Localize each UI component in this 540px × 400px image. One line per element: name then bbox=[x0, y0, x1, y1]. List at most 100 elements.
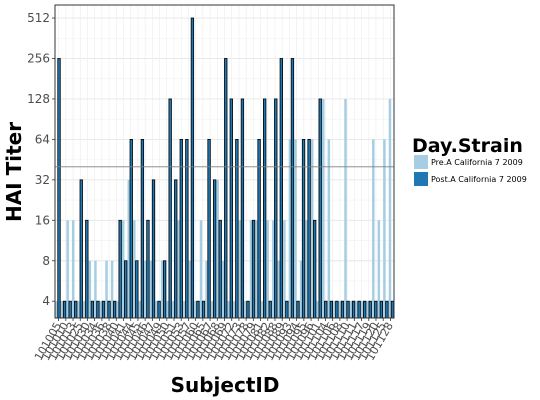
bar-post bbox=[268, 300, 272, 319]
bar-post bbox=[140, 138, 145, 319]
bar-post bbox=[168, 98, 172, 319]
y-axis-title: HAI Titer bbox=[2, 122, 26, 222]
bar-pre bbox=[316, 301, 319, 318]
bar-pre bbox=[327, 139, 331, 318]
bar-post bbox=[157, 300, 161, 319]
bar-post bbox=[135, 260, 139, 319]
bar-post bbox=[390, 300, 395, 319]
y-tick-label: 8 bbox=[42, 254, 50, 268]
bar-pre bbox=[288, 139, 292, 318]
bar-post bbox=[363, 300, 367, 319]
bar-post bbox=[296, 300, 300, 319]
bar-pre bbox=[171, 301, 175, 318]
bar-post bbox=[185, 138, 189, 319]
bar-pre bbox=[249, 220, 253, 318]
bar-pre bbox=[221, 260, 225, 318]
bar-pre bbox=[188, 260, 192, 318]
bar-post bbox=[240, 98, 245, 319]
bar-post bbox=[224, 58, 228, 319]
bar-post bbox=[251, 219, 256, 319]
bar-pre bbox=[294, 139, 297, 318]
bar-pre bbox=[388, 98, 392, 318]
bar-pre bbox=[66, 220, 69, 318]
bar-post bbox=[90, 300, 95, 319]
bar-post bbox=[307, 138, 311, 319]
bar-post bbox=[107, 300, 111, 319]
bar-pre bbox=[366, 301, 369, 318]
bar-pre bbox=[199, 220, 203, 318]
bar-pre bbox=[121, 220, 125, 318]
bar-post bbox=[68, 300, 72, 319]
bar-pre bbox=[77, 301, 81, 318]
bar-post bbox=[179, 138, 183, 319]
bar-post bbox=[290, 58, 295, 319]
bar-pre bbox=[238, 220, 242, 318]
bar-pre bbox=[99, 301, 103, 318]
bar-post bbox=[101, 300, 106, 319]
bar-post bbox=[318, 98, 322, 319]
bar-pre bbox=[88, 260, 92, 318]
bar-pre bbox=[255, 220, 258, 318]
y-tick-label: 256 bbox=[27, 51, 50, 65]
bar-post bbox=[274, 98, 278, 319]
bar-marks bbox=[55, 17, 395, 319]
bar-post bbox=[257, 138, 261, 319]
bar-post bbox=[374, 300, 378, 319]
bar-pre bbox=[205, 260, 208, 318]
bar-pre bbox=[183, 301, 186, 318]
bar-post bbox=[279, 58, 283, 319]
bar-pre bbox=[149, 260, 153, 318]
bar-post bbox=[246, 300, 250, 319]
bar-pre bbox=[377, 220, 381, 318]
bar-post bbox=[229, 98, 233, 319]
bar-pre bbox=[94, 260, 97, 318]
bar-post bbox=[351, 300, 356, 319]
bar-pre bbox=[383, 139, 386, 318]
bar-pre bbox=[110, 260, 114, 318]
bar-post bbox=[207, 138, 211, 319]
bar-post bbox=[301, 138, 306, 319]
x-axis-title: SubjectID bbox=[171, 373, 280, 397]
bar-post bbox=[212, 179, 217, 319]
bar-post bbox=[313, 219, 317, 319]
bar-post bbox=[151, 179, 156, 319]
bar-pre bbox=[116, 301, 119, 318]
bar-pre bbox=[194, 301, 197, 318]
bar-pre bbox=[344, 98, 347, 318]
bar-pre bbox=[55, 301, 58, 318]
legend-swatch bbox=[414, 155, 428, 169]
legend: Day.Strain Pre.A California 7 2009 Post.A… bbox=[412, 135, 527, 186]
bar-post bbox=[118, 219, 122, 319]
bar-pre bbox=[338, 301, 342, 318]
bar-pre bbox=[144, 260, 147, 318]
y-axis-ticks: 4 8 16 32 64 128 256 512 bbox=[27, 11, 55, 308]
bar-post bbox=[235, 138, 239, 319]
bar-pre bbox=[210, 301, 214, 318]
y-tick-label: 128 bbox=[27, 92, 50, 106]
bar-pre bbox=[277, 260, 281, 318]
bar-pre bbox=[360, 301, 364, 318]
bar-post bbox=[162, 260, 167, 319]
y-tick-label: 32 bbox=[35, 173, 50, 187]
bar-pre bbox=[333, 301, 336, 318]
bar-pre bbox=[133, 220, 136, 318]
bar-pre bbox=[155, 301, 158, 318]
bar-pre bbox=[60, 301, 64, 318]
bar-post bbox=[96, 300, 100, 319]
bar-post bbox=[74, 300, 78, 319]
bar-pre bbox=[299, 260, 303, 318]
y-tick-label: 512 bbox=[27, 11, 50, 25]
y-tick-label: 4 bbox=[42, 294, 50, 308]
bar-pre bbox=[138, 301, 142, 318]
legend-label: Post.A California 7 2009 bbox=[431, 175, 527, 184]
bar-post bbox=[201, 300, 206, 319]
bar-pre bbox=[283, 220, 286, 318]
bar-pre bbox=[310, 139, 314, 318]
bar-post bbox=[124, 260, 128, 319]
bar-post bbox=[79, 179, 83, 319]
bar-pre bbox=[305, 220, 308, 318]
bar-post bbox=[340, 300, 345, 319]
bar-pre bbox=[322, 98, 325, 318]
bar-post bbox=[357, 300, 361, 319]
bar-post bbox=[379, 300, 384, 319]
